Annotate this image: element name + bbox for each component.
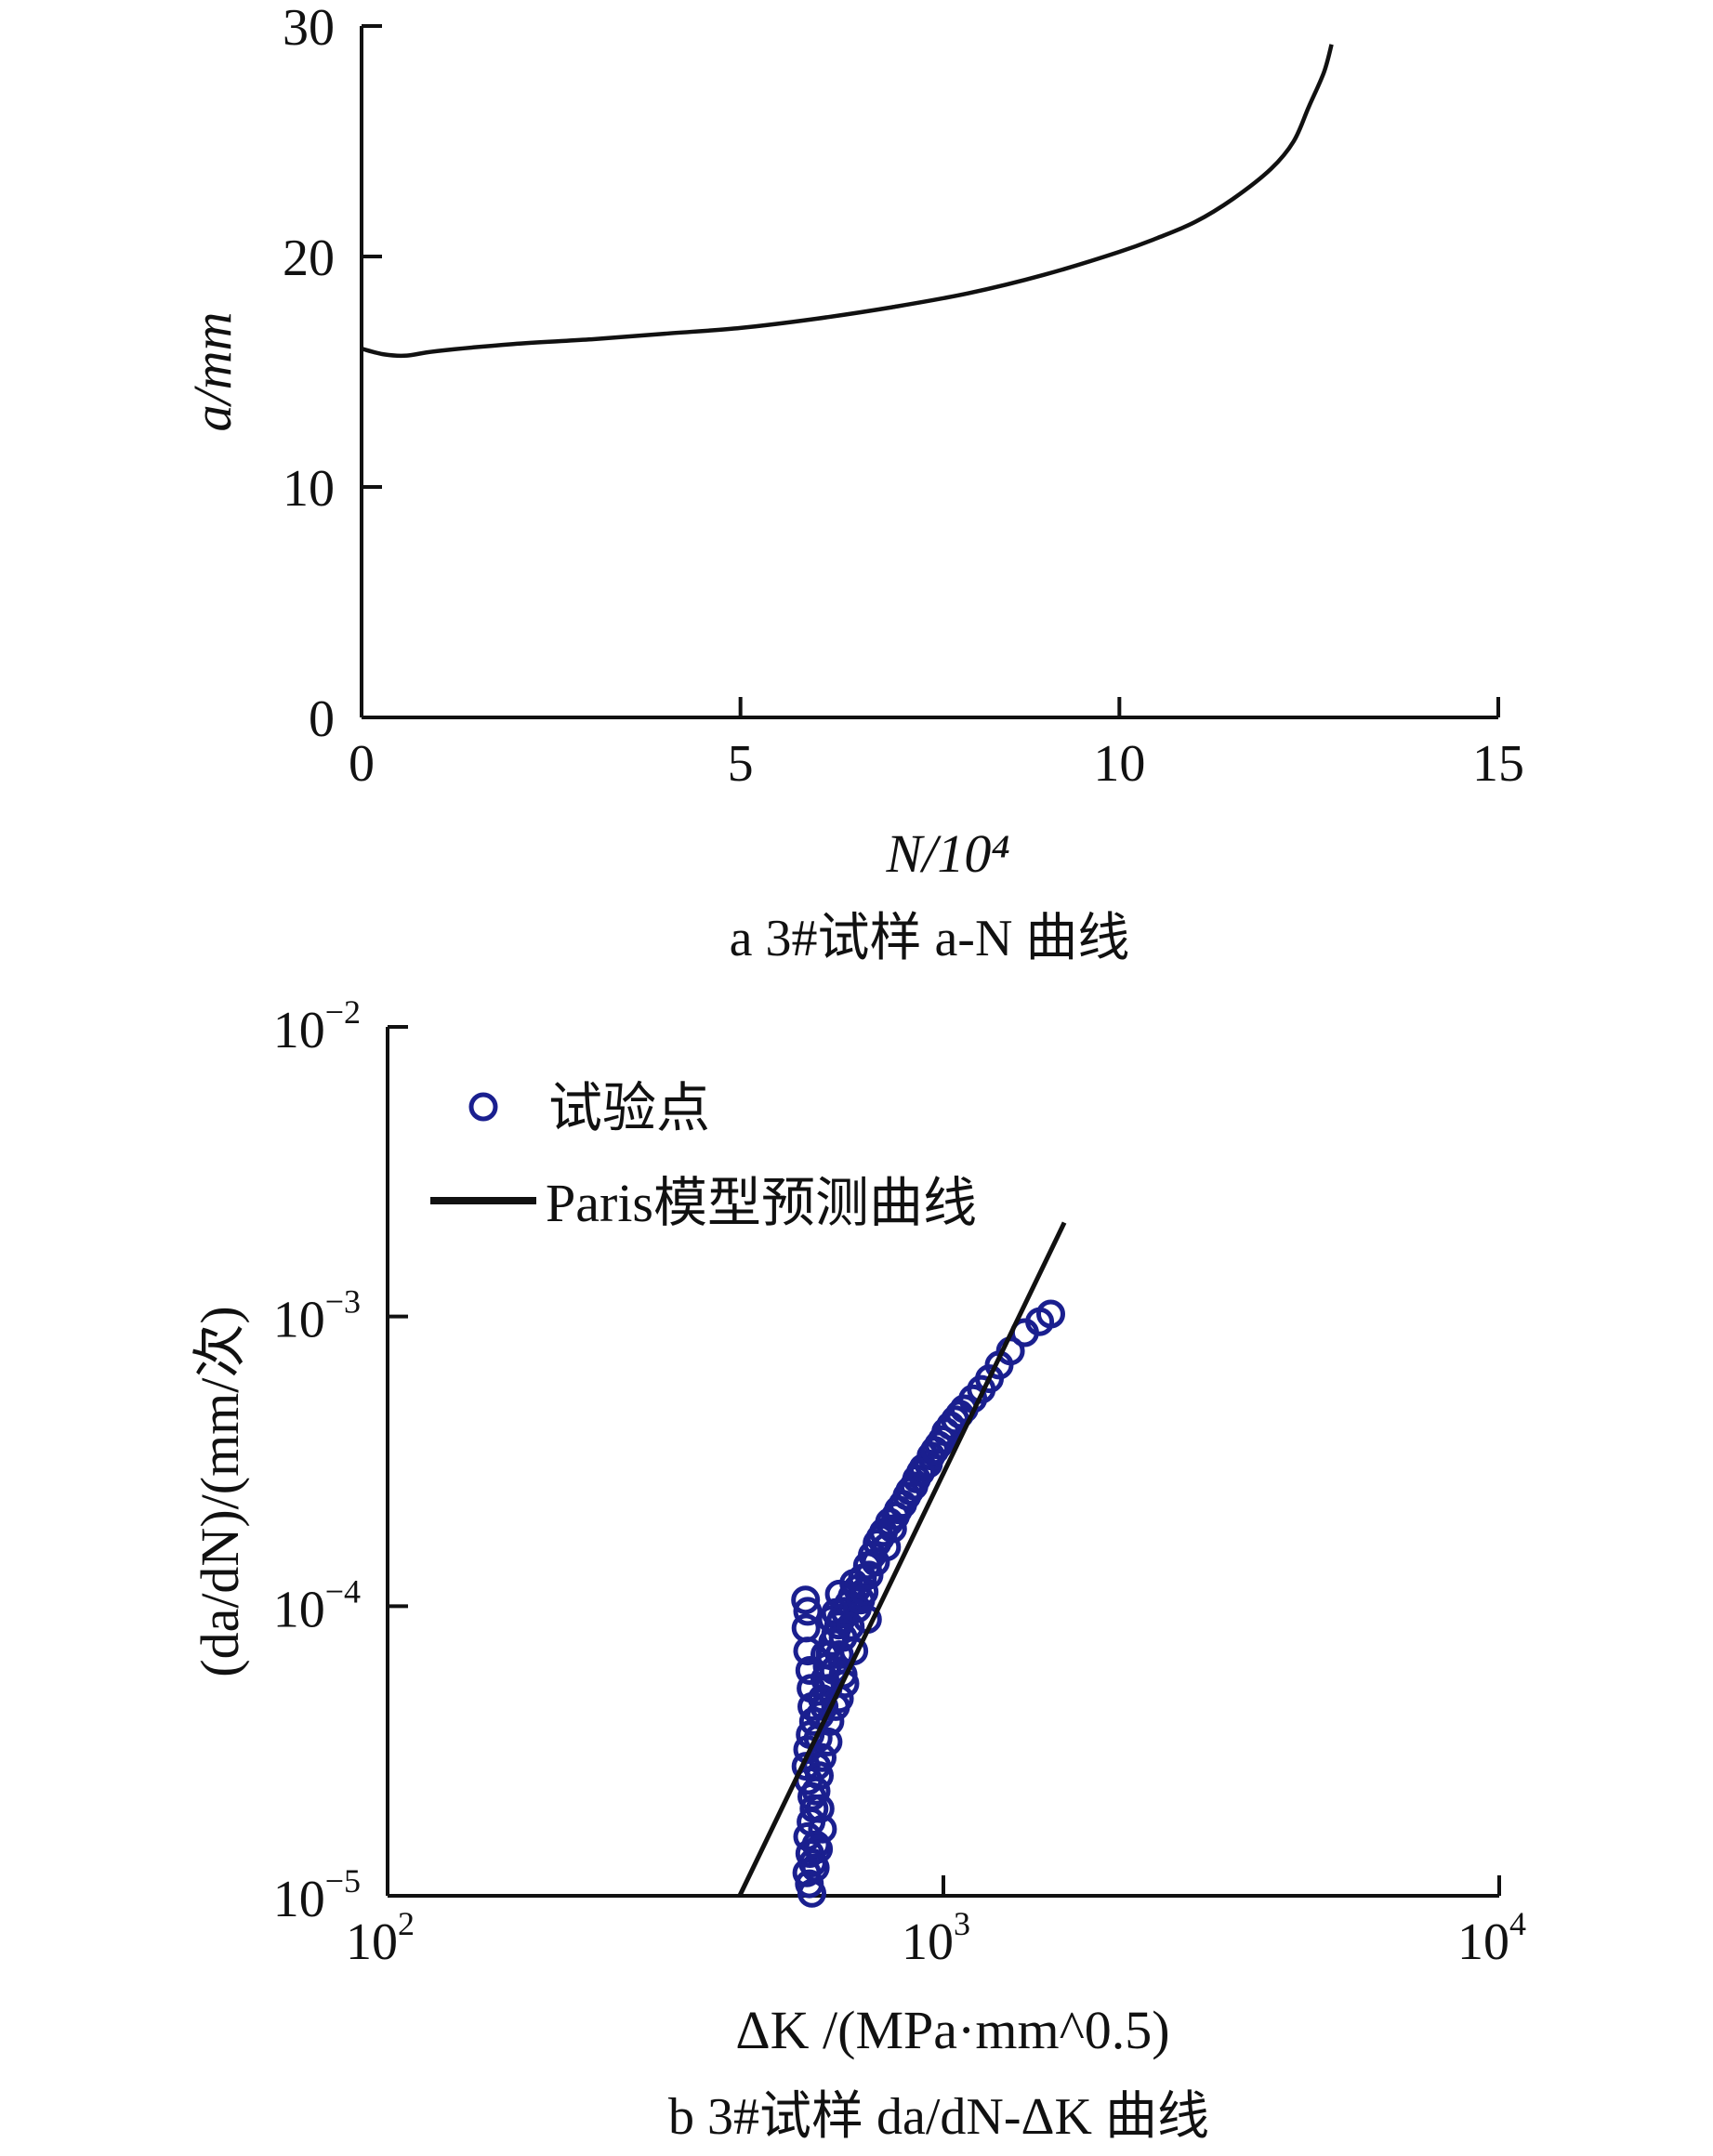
chart-b-data-point (801, 1776, 831, 1806)
chart-b-ticks (386, 1025, 1501, 1898)
chart-b-x-tick-label: 104 (1457, 1905, 1526, 1971)
chart-b-data-point (906, 1457, 935, 1487)
chart-b-data-point (824, 1640, 854, 1669)
chart-a-x-axis-label: N/10⁴ (886, 823, 1010, 884)
chart-b-data-point (808, 1814, 837, 1844)
chart-a-x-tick-label: 0 (349, 735, 375, 793)
chart-b-caption: b 3#试样 da/dN-ΔK 曲线 (668, 2088, 1209, 2146)
chart-b: 102 103 104 10−5 10−4 10−3 10−2 试验点 Paris模型预测曲… (190, 993, 1526, 2146)
chart-b-data-point (899, 1471, 929, 1501)
chart-a: 0 5 10 15 0 10 20 30 a/mm N/10⁴ a 3#试样 a-N 曲线 (182, 0, 1524, 967)
chart-a-y-tick-label: 20 (283, 230, 335, 287)
chart-a-series (361, 44, 1334, 359)
chart-a-axes (360, 26, 1498, 719)
chart-b-data-point (1036, 1299, 1065, 1329)
chart-a-caption: a 3#试样 a-N 曲线 (730, 910, 1130, 967)
chart-b-tick-labels: 102 103 104 10−5 10−4 10−3 10−2 (273, 993, 1526, 1971)
chart-b-data-point (808, 1742, 837, 1772)
chart-a-x-tick-label: 15 (1472, 735, 1524, 793)
chart-b-data-point (914, 1449, 943, 1479)
chart-b-y-tick-label: 10−5 (273, 1862, 361, 1928)
chart-b-data-point (877, 1514, 907, 1544)
chart-b-data-point (872, 1532, 902, 1562)
chart-b-data-point (830, 1669, 860, 1699)
chart-a-y-tick-label: 30 (283, 0, 335, 57)
chart-b-legend: 试验点 Paris模型预测曲线 (430, 1078, 977, 1233)
chart-b-data-point (791, 1585, 821, 1615)
chart-b-data-point (850, 1577, 879, 1607)
chart-b-x-axis-label: ΔK /(MPa·mm^0.5) (735, 2000, 1169, 2060)
chart-b-data-point (804, 1834, 834, 1864)
chart-b-y-tick-label: 10−4 (273, 1572, 361, 1638)
chart-a-y-tick-label: 10 (283, 460, 335, 518)
chart-b-y-tick-label: 10−3 (273, 1283, 361, 1349)
chart-b-paris-line (737, 1221, 1067, 1898)
chart-a-tick-labels: 0 5 10 15 0 10 20 30 (283, 0, 1524, 793)
chart-b-data-point (928, 1425, 957, 1454)
chart-b-data-point (810, 1640, 839, 1669)
chart-b-test-points (791, 1299, 1065, 1908)
chart-b-data-point (800, 1853, 830, 1883)
chart-a-ticks (360, 24, 1500, 719)
legend-marker-test-points (468, 1092, 498, 1122)
chart-b-x-tick-label: 103 (902, 1905, 970, 1971)
chart-b-data-point (791, 1613, 821, 1643)
chart-b-data-point (805, 1794, 835, 1823)
chart-b-fit-line (737, 1221, 1067, 1898)
chart-b-data-point (793, 1597, 823, 1626)
chart-a-series-line (361, 44, 1334, 359)
chart-b-y-tick-label: 10−2 (273, 993, 361, 1059)
chart-a-x-tick-label: 10 (1093, 735, 1145, 793)
chart-a-y-axis-label: a/mm (182, 312, 243, 432)
legend-label-paris-line: Paris模型预测曲线 (546, 1173, 977, 1233)
chart-b-data-point (805, 1761, 834, 1791)
chart-b-y-axis-label: (da/dN)/(mm/次) (190, 1306, 250, 1676)
chart-a-y-tick-label: 0 (309, 690, 335, 748)
chart-b-x-tick-label: 102 (346, 1905, 415, 1971)
chart-a-x-tick-label: 5 (728, 735, 754, 793)
legend-label-test-points: 试验点 (548, 1078, 710, 1138)
